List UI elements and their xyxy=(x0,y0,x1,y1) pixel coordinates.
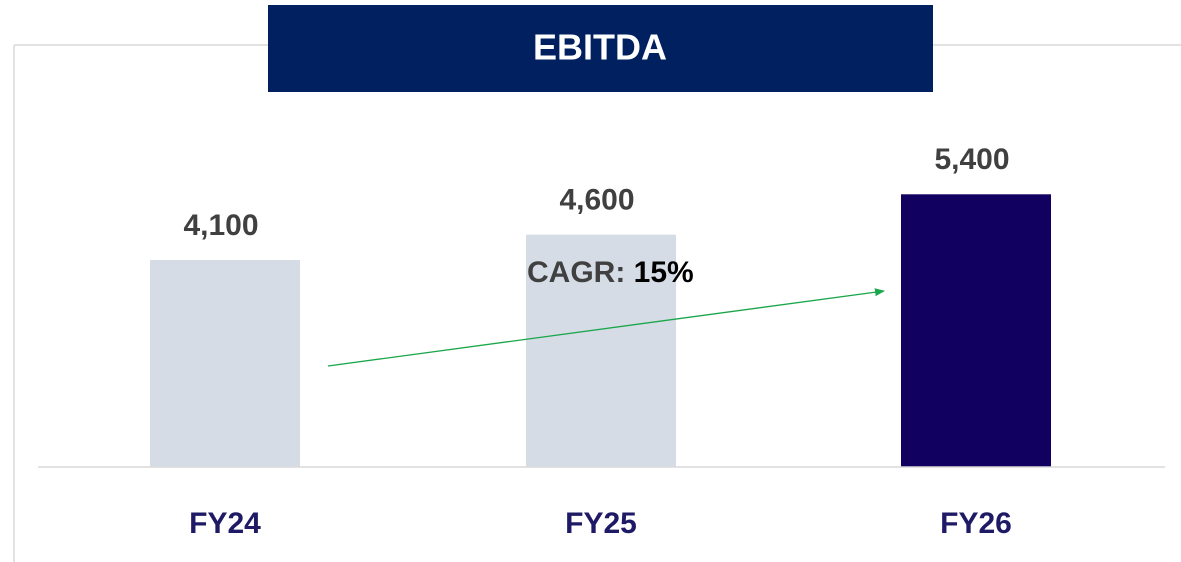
cagr-annotation: CAGR: 15% xyxy=(527,256,694,289)
bar xyxy=(901,194,1051,468)
value-label: 4,100 xyxy=(183,209,258,242)
value-label: 4,600 xyxy=(559,184,634,217)
bars: 4,100 FY24 4,600 FY25 5,400 FY26 xyxy=(150,143,1051,540)
cagr-arrow xyxy=(327,288,885,367)
value-label: 5,400 xyxy=(934,143,1009,176)
x-tick-label: FY25 xyxy=(565,507,637,540)
bar xyxy=(526,234,676,467)
bar xyxy=(150,259,300,467)
x-tick-label: FY24 xyxy=(189,507,261,540)
x-tick-label: FY26 xyxy=(940,507,1012,540)
chart-title: EBITDA xyxy=(533,27,667,68)
title-box xyxy=(268,5,933,92)
cagr-label: CAGR: xyxy=(527,256,625,289)
cagr-value: 15% xyxy=(634,256,694,289)
